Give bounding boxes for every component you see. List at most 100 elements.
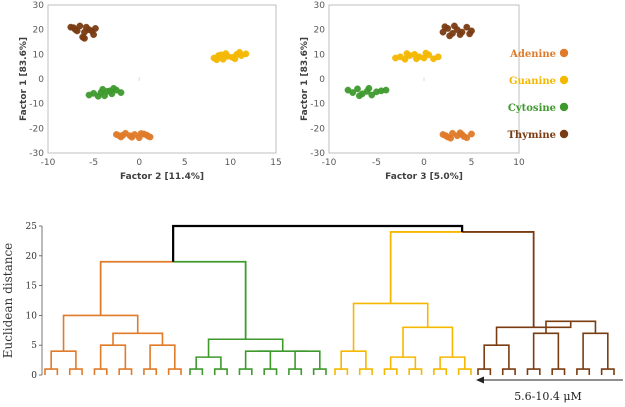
- sub-link-adenine: [99, 344, 127, 370]
- data-point-adenine: [442, 132, 450, 140]
- data-point-cytosine: [355, 92, 363, 100]
- data-point-guanine: [412, 55, 420, 63]
- y-tick-label: 10: [314, 50, 326, 60]
- leaf-link-guanine: [383, 368, 398, 375]
- data-point-thymine: [70, 24, 77, 32]
- legend-marker-thymine: [559, 129, 569, 139]
- cluster-merge-link: [462, 231, 535, 328]
- data-point-guanine: [213, 56, 221, 64]
- sub-link-guanine: [439, 356, 466, 370]
- leaf-link-thymine: [526, 368, 541, 375]
- leaf-link-thymine: [600, 368, 615, 375]
- x-tick-label: -5: [372, 158, 381, 168]
- leaf-link-cytosine: [238, 368, 253, 375]
- data-point-thymine: [466, 30, 473, 38]
- x-tick-label: 10: [225, 158, 237, 168]
- y-tick-label: -10: [29, 100, 44, 110]
- cluster-merge-link: [99, 260, 174, 316]
- data-point-adenine: [146, 133, 154, 141]
- sub-link-cytosine: [294, 350, 321, 370]
- y-tick-label: 10: [33, 50, 45, 60]
- data-point-thymine: [81, 34, 88, 42]
- leaf-link-cytosine: [288, 368, 303, 375]
- x-tick-label: -10: [322, 158, 337, 168]
- legend-marker-adenine: [559, 48, 569, 58]
- plot-frame: [47, 4, 277, 154]
- leaf-link-cytosine: [189, 368, 204, 375]
- leaf-link-guanine: [358, 368, 373, 375]
- y-tick-label: -30: [310, 149, 325, 159]
- legend-label-thymine: Thymine: [507, 130, 556, 141]
- root-link: [172, 224, 464, 262]
- y-axis-label: Factor 1 [83.6%]: [300, 37, 310, 121]
- y-tick-label: 25: [26, 222, 38, 232]
- leaf-link-adenine: [93, 368, 108, 375]
- y-tick-label: 20: [314, 26, 326, 36]
- data-point-thymine: [450, 22, 458, 30]
- leaf-link-guanine: [334, 368, 349, 375]
- x-tick-label: 10: [513, 158, 525, 168]
- legend-marker-cytosine: [559, 102, 569, 112]
- y-tick-label: -10: [310, 100, 325, 110]
- data-point-cytosine: [349, 89, 357, 96]
- scatter-plot-factor3: -30 -20 -10 0 10 20 30 -10 -5 0 5 10 Factor 3 [5.0%]…: [300, 1, 525, 182]
- y-tick-label: 10: [26, 311, 38, 321]
- leaf-link-thymine: [576, 368, 591, 375]
- data-point-thymine: [463, 23, 471, 31]
- y-tick-label: 0: [319, 75, 325, 85]
- x-tick-label: 0: [136, 158, 142, 168]
- data-point-guanine: [222, 50, 230, 57]
- data-point-adenine: [468, 130, 475, 138]
- leaf-link-adenine: [118, 368, 133, 375]
- sub-link-thymine: [582, 332, 609, 370]
- concentration-range-label: 5.6-10.4 μM: [514, 390, 582, 403]
- leaf-link-adenine: [143, 368, 158, 375]
- sub-link-thymine: [483, 344, 510, 370]
- data-point-thymine: [82, 23, 90, 31]
- x-tick-label: -5: [89, 158, 98, 168]
- data-point-guanine: [422, 49, 430, 57]
- data-point-cytosine: [354, 85, 361, 93]
- leaf-link-cytosine: [312, 368, 327, 375]
- data-point-thymine: [446, 32, 454, 40]
- data-point-thymine: [92, 25, 99, 32]
- y-tick-label: 0: [31, 371, 37, 381]
- x-tick-label: 0: [421, 158, 427, 168]
- dendrogram-y-label: Euclidean distance: [1, 243, 15, 359]
- legend-label-guanine: Guanine: [509, 76, 556, 87]
- data-point-guanine: [236, 48, 243, 56]
- leaf-link-adenine: [44, 368, 59, 375]
- y-tick-label: -20: [29, 124, 44, 134]
- data-point-adenine: [460, 133, 468, 140]
- y-tick-label: 0: [38, 75, 44, 85]
- cluster-merge-link: [173, 260, 247, 340]
- x-tick-label: -10: [41, 158, 56, 168]
- branch-link-guanine: [402, 326, 454, 358]
- data-point-guanine: [231, 55, 239, 63]
- scatter-plot-factor2: -30 -20 -10 0 10 20 30 -10 -5 0 5 10 15 Factor 2 [11.…: [19, 1, 282, 182]
- legend-marker-guanine: [559, 75, 569, 85]
- plot-frame: [328, 4, 520, 154]
- data-point-cytosine: [106, 87, 114, 95]
- leaf-link-guanine: [433, 368, 448, 375]
- leaf-link-adenine: [167, 368, 182, 375]
- x-tick-label: 15: [270, 158, 281, 168]
- data-point-cytosine: [382, 86, 390, 94]
- data-point-adenine: [128, 133, 136, 141]
- data-point-adenine: [115, 132, 123, 140]
- sub-link-thymine: [532, 332, 560, 370]
- data-point-thymine: [456, 31, 464, 38]
- y-tick-label: 20: [33, 26, 45, 36]
- x-axis-label: Factor 2 [11.4%]: [120, 172, 204, 182]
- leaf-link-cytosine: [213, 368, 228, 375]
- y-tick-label: 30: [314, 1, 326, 11]
- data-point-guanine: [403, 50, 411, 57]
- data-point-cytosine: [117, 89, 125, 96]
- branch-link-adenine: [112, 332, 164, 346]
- sub-link-adenine: [149, 344, 176, 370]
- y-tick-label: 20: [26, 252, 38, 262]
- data-point-guanine: [434, 53, 442, 61]
- y-tick-label: 5: [31, 341, 37, 351]
